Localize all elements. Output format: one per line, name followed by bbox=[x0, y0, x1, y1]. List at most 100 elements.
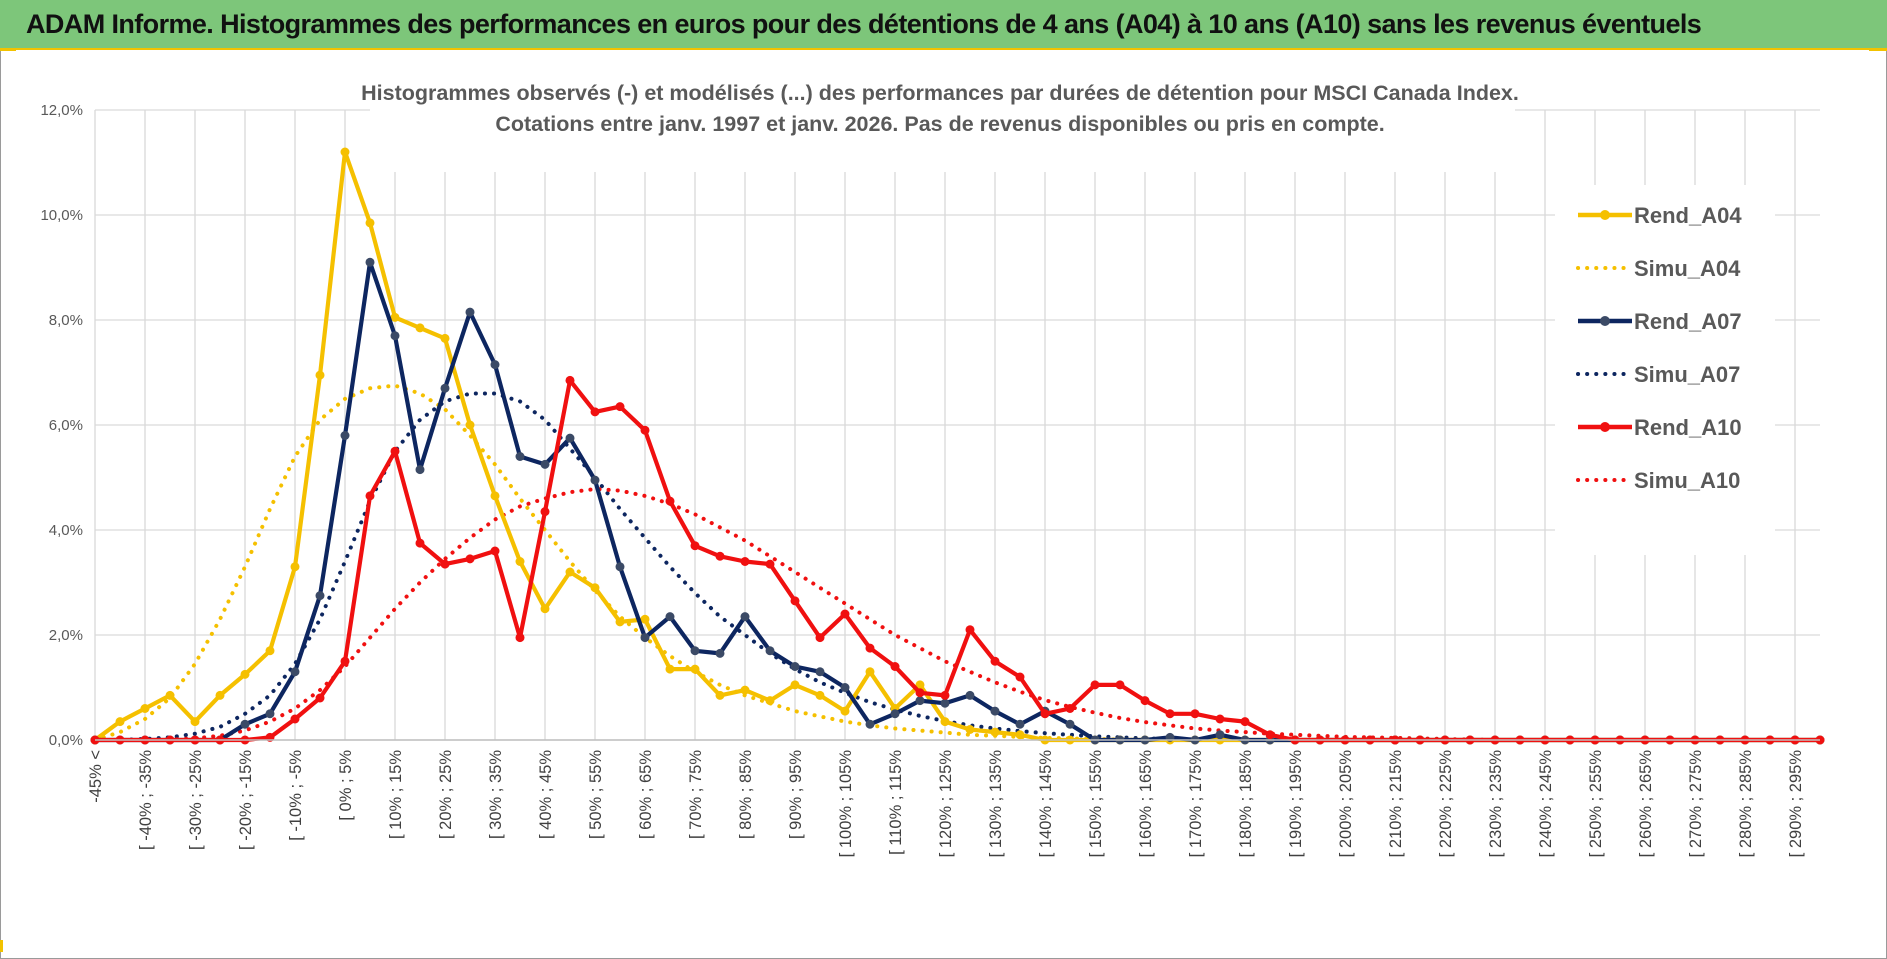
corner-mark-right bbox=[1869, 48, 1887, 51]
data-point-rend_a10 bbox=[590, 407, 600, 417]
data-point-rend_a04 bbox=[140, 704, 150, 713]
data-point-rend_a10 bbox=[640, 425, 650, 435]
x-tick-label: [ 150% ; 155% bbox=[1087, 750, 1105, 858]
data-point-rend_a10 bbox=[515, 633, 525, 643]
data-point-rend_a07 bbox=[390, 331, 400, 341]
data-point-rend_a10 bbox=[415, 538, 425, 548]
data-point-rend_a07 bbox=[1015, 719, 1025, 729]
data-point-rend_a04 bbox=[415, 323, 425, 333]
data-point-rend_a10 bbox=[1115, 680, 1125, 690]
data-point-rend_a04 bbox=[590, 583, 600, 593]
data-point-rend_a07 bbox=[740, 612, 750, 622]
x-tick-label: [ 60% ; 65% bbox=[637, 750, 655, 839]
data-point-rend_a04 bbox=[815, 690, 825, 700]
x-tick-label: [ 90% ; 95% bbox=[787, 750, 805, 839]
x-tick-label: [ -30% ; -25% bbox=[187, 750, 205, 850]
data-point-rend_a04 bbox=[765, 696, 775, 706]
data-point-rend_a07 bbox=[690, 646, 700, 656]
data-point-rend_a04 bbox=[515, 557, 525, 566]
data-point-rend_a07 bbox=[415, 465, 425, 475]
data-point-rend_a10 bbox=[1065, 704, 1075, 713]
x-tick-label: [ 220% ; 225% bbox=[1437, 750, 1455, 858]
x-tick-label: [ 290% ; 295% bbox=[1787, 750, 1805, 858]
data-point-rend_a07 bbox=[640, 633, 650, 643]
x-tick-label: [ 170% ; 175% bbox=[1187, 750, 1205, 858]
data-point-rend_a04 bbox=[790, 680, 800, 690]
data-point-rend_a10 bbox=[490, 546, 500, 556]
data-point-rend_a04 bbox=[315, 370, 325, 380]
x-tick-label: [ 260% ; 265% bbox=[1637, 750, 1655, 858]
y-tick-label: 4,0% bbox=[49, 522, 83, 539]
data-point-rend_a10 bbox=[865, 643, 875, 653]
data-point-rend_a04 bbox=[940, 717, 950, 727]
data-point-rend_a10 bbox=[365, 491, 375, 501]
data-point-rend_a04 bbox=[540, 604, 550, 614]
x-tick-label: [ -40% ; -35% bbox=[137, 750, 155, 850]
axis-layer: 0,0% 2,0% 4,0% 6,0% 8,0% 10,0% 12,0% -45% < [ -4… bbox=[40, 102, 1820, 857]
x-tick-label: [ 250% ; 255% bbox=[1587, 750, 1605, 858]
data-point-rend_a10 bbox=[740, 557, 750, 566]
legend-label: Simu_A07 bbox=[1634, 362, 1740, 387]
legend-label: Rend_A04 bbox=[1634, 203, 1742, 228]
grid-layer bbox=[94, 109, 1820, 741]
data-point-rend_a10 bbox=[690, 541, 700, 551]
data-point-rend_a07 bbox=[540, 459, 550, 469]
data-point-rend_a07 bbox=[965, 690, 975, 700]
x-tick-label: [ 190% ; 195% bbox=[1287, 750, 1305, 858]
data-point-rend_a10 bbox=[290, 714, 300, 724]
x-tick-label: [ 230% ; 235% bbox=[1487, 750, 1505, 858]
data-point-rend_a04 bbox=[615, 617, 625, 627]
x-tick-label: [ 270% ; 275% bbox=[1687, 750, 1705, 858]
data-point-rend_a10 bbox=[340, 656, 350, 666]
data-point-rend_a10 bbox=[965, 625, 975, 635]
x-tick-label: [ 10% ; 15% bbox=[387, 750, 405, 839]
data-point-rend_a04 bbox=[715, 690, 725, 700]
data-point-rend_a10 bbox=[1140, 696, 1150, 706]
data-point-rend_a10 bbox=[790, 596, 800, 606]
legend-label: Rend_A07 bbox=[1634, 309, 1742, 334]
data-point-rend_a07 bbox=[790, 662, 800, 671]
data-point-rend_a10 bbox=[315, 693, 325, 703]
data-point-rend_a10 bbox=[540, 507, 550, 517]
data-point-rend_a04 bbox=[240, 669, 250, 679]
data-point-rend_a04 bbox=[1015, 730, 1025, 740]
data-point-rend_a10 bbox=[615, 402, 625, 412]
legend-background bbox=[1555, 185, 1775, 555]
y-tick-label: 10,0% bbox=[40, 207, 83, 224]
data-point-rend_a04 bbox=[290, 562, 300, 572]
data-point-rend_a07 bbox=[365, 257, 375, 267]
corner-mark-bottom-left bbox=[0, 940, 3, 952]
x-tick-label: [ 110% ; 115% bbox=[887, 750, 905, 855]
header-banner: ADAM Informe. Histogrammes des performan… bbox=[0, 0, 1887, 50]
page-title: ADAM Informe. Histogrammes des performan… bbox=[26, 9, 1702, 39]
data-point-rend_a07 bbox=[565, 433, 575, 443]
legend: Rend_A04 Simu_A04 Rend_A07 Simu_A07 Rend_A10… bbox=[1555, 185, 1775, 555]
data-point-rend_a04 bbox=[390, 312, 400, 322]
data-point-rend_a10 bbox=[1240, 717, 1250, 727]
data-point-rend_a04 bbox=[840, 706, 850, 716]
x-tick-label: [ 40% ; 45% bbox=[537, 750, 555, 839]
data-point-rend_a10 bbox=[1265, 730, 1275, 740]
data-point-rend_a04 bbox=[340, 147, 350, 157]
data-point-rend_a04 bbox=[915, 680, 925, 690]
x-tick-label: -45% < bbox=[87, 750, 105, 803]
data-point-rend_a04 bbox=[190, 717, 200, 727]
y-tick-label: 6,0% bbox=[49, 417, 83, 434]
data-point-rend_a10 bbox=[1040, 709, 1050, 719]
x-tick-label: [ 240% ; 245% bbox=[1537, 750, 1555, 858]
y-tick-label: 12,0% bbox=[40, 102, 83, 119]
corner-mark-left bbox=[0, 48, 16, 51]
data-point-rend_a07 bbox=[940, 698, 950, 708]
data-point-rend_a04 bbox=[565, 567, 575, 577]
data-point-rend_a10 bbox=[840, 609, 850, 619]
data-point-rend_a07 bbox=[1215, 730, 1225, 740]
data-point-rend_a07 bbox=[990, 706, 1000, 716]
data-point-rend_a10 bbox=[1015, 672, 1025, 682]
data-point-rend_a04 bbox=[165, 690, 175, 700]
x-tick-label: [ 80% ; 85% bbox=[737, 750, 755, 839]
data-point-rend_a07 bbox=[240, 719, 250, 729]
data-point-rend_a04 bbox=[740, 685, 750, 695]
data-point-rend_a10 bbox=[390, 446, 400, 456]
data-point-rend_a10 bbox=[990, 656, 1000, 666]
data-point-rend_a04 bbox=[265, 646, 275, 656]
